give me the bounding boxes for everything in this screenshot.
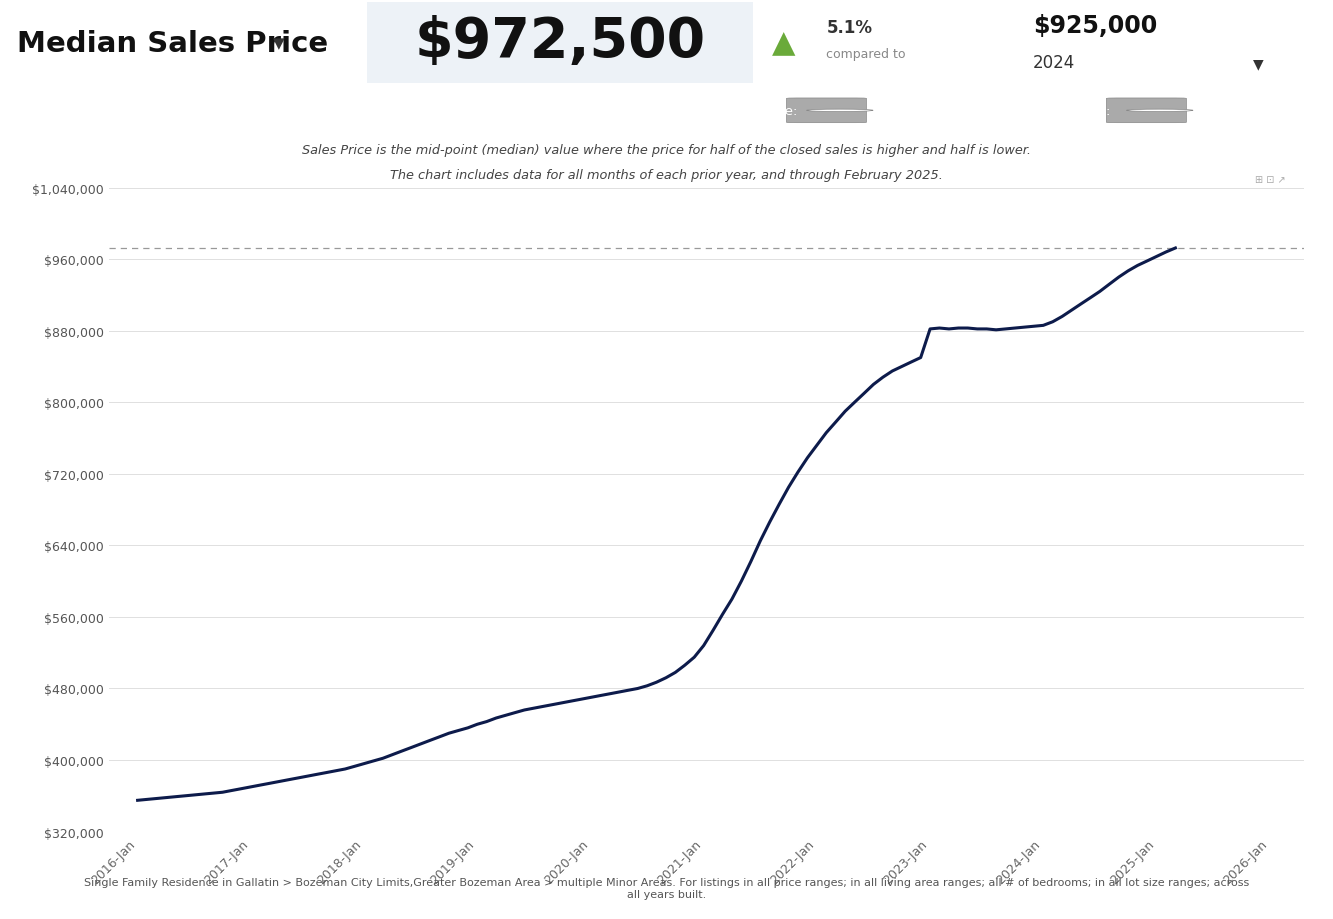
Text: Sales Price is the mid-point (median) value where the price for half of the clos: Sales Price is the mid-point (median) va… (303, 143, 1030, 156)
Text: ⎙: ⎙ (1301, 102, 1312, 120)
Text: 5.1%: 5.1% (826, 19, 873, 37)
FancyBboxPatch shape (786, 99, 866, 123)
Text: Show Filters:: Show Filters: (1026, 105, 1110, 118)
Text: compared to: compared to (826, 48, 906, 61)
Text: Show Mtg Rate:: Show Mtg Rate: (693, 105, 797, 118)
Circle shape (1126, 110, 1193, 112)
Text: ▼: ▼ (183, 105, 193, 118)
Text: No Breakout: No Breakout (433, 105, 516, 118)
Text: Median Sales Price: Median Sales Price (17, 29, 328, 58)
Text: Time Series (Line): Time Series (Line) (24, 105, 144, 118)
Circle shape (806, 110, 873, 112)
Text: ▼: ▼ (576, 105, 587, 118)
Text: $925,000: $925,000 (1033, 14, 1157, 39)
Text: The chart includes data for all months of each prior year, and through February : The chart includes data for all months o… (391, 168, 942, 182)
Text: ▼: ▼ (1253, 58, 1264, 72)
Text: ▼: ▼ (273, 36, 285, 51)
Text: Yearly-Full Year: Yearly-Full Year (233, 105, 333, 118)
Text: $972,500: $972,500 (415, 15, 705, 69)
Text: 2024: 2024 (1033, 54, 1076, 72)
Text: ⊞ ⊡ ↗: ⊞ ⊡ ↗ (1256, 176, 1286, 186)
FancyBboxPatch shape (1106, 99, 1186, 123)
Text: ▼: ▼ (387, 105, 397, 118)
Text: Single Family Residence in Gallatin > Bozeman City Limits,Greater Bozeman Area >: Single Family Residence in Gallatin > Bo… (84, 878, 1249, 899)
FancyBboxPatch shape (367, 4, 753, 84)
Text: ▲: ▲ (772, 29, 796, 58)
